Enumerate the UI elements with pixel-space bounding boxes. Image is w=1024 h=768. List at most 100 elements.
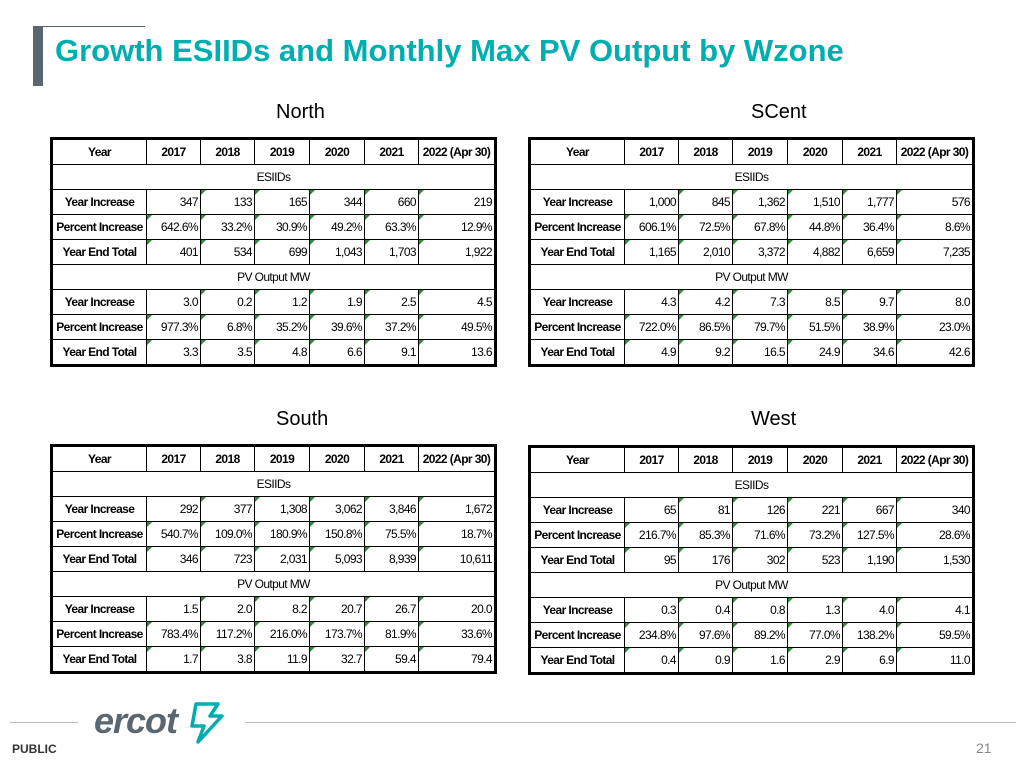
year-header: Year [530, 139, 625, 165]
data-cell: 221 [787, 497, 843, 523]
table-row: Percent Increase 540.7% 109.0% 180.9% 150.8%… [52, 521, 495, 547]
data-cell: 109.0% [200, 521, 255, 547]
zone-label-west: West [751, 408, 797, 430]
data-cell: 33.2% [200, 214, 255, 240]
table-row: Year Increase 1,000 845 1,362 1,510 1,777 576 [530, 189, 973, 215]
table-row: Year End Total 4.9 9.2 16.5 24.9 34.6 42.6 [530, 339, 973, 365]
page-number: 21 [976, 740, 992, 756]
data-cell: 344 [309, 189, 365, 215]
data-cell: 1,672 [418, 496, 495, 522]
data-cell: 138.2% [842, 622, 897, 648]
section-pv-label: PV Output MW [52, 571, 495, 597]
data-cell: 783.4% [146, 621, 201, 647]
row-label: Percent Increase [530, 214, 625, 240]
data-cell: 6,659 [842, 239, 897, 265]
data-cell: 219 [418, 189, 495, 215]
data-cell: 59.4 [364, 646, 419, 672]
data-cell: 36.4% [842, 214, 897, 240]
header-row: Year 2017 2018 2019 2020 2021 2022 (Apr 30) [530, 139, 973, 165]
data-cell: 0.9 [678, 647, 733, 673]
data-cell: 63.3% [364, 214, 419, 240]
data-cell: 72.5% [678, 214, 733, 240]
section-esiids-label: ESIIDs [52, 471, 495, 497]
data-cell: 1,000 [624, 189, 679, 215]
row-label: Year End Total [52, 339, 147, 365]
year-column-header: 2019 [732, 139, 788, 165]
data-cell: 722.0% [624, 314, 679, 340]
data-cell: 1,190 [842, 547, 897, 573]
data-cell: 1.7 [146, 646, 201, 672]
year-column-header: 2022 (Apr 30) [418, 139, 495, 165]
year-column-header: 2022 (Apr 30) [896, 447, 973, 473]
data-cell: 0.3 [624, 597, 679, 623]
zone-label-south: South [276, 408, 329, 430]
data-cell: 97.6% [678, 622, 733, 648]
data-cell: 1,510 [787, 189, 843, 215]
data-cell: 5,093 [309, 546, 365, 572]
data-cell: 1.2 [254, 289, 310, 315]
data-cell: 2.0 [200, 596, 255, 622]
data-cell: 1.6 [732, 647, 788, 673]
table-row: Year Increase 292 377 1,308 3,062 3,846 1,672 [52, 496, 495, 522]
table-row: Year End Total 95 176 302 523 1,190 1,530 [530, 547, 973, 573]
table-north: Year 2017 2018 2019 2020 2021 2022 (Apr 30) ESI… [50, 137, 497, 367]
section-row: PV Output MW [530, 572, 973, 598]
table-row: Percent Increase 783.4% 117.2% 216.0% 173.7%… [52, 621, 495, 647]
zone-label-scent: SCent [751, 101, 807, 123]
data-cell: 30.9% [254, 214, 310, 240]
year-header: Year [52, 139, 147, 165]
data-cell: 977.3% [146, 314, 201, 340]
year-column-header: 2018 [200, 139, 255, 165]
data-cell: 4.8 [254, 339, 310, 365]
data-cell: 699 [254, 239, 310, 265]
section-pv-label: PV Output MW [52, 264, 495, 290]
year-column-header: 2021 [364, 139, 419, 165]
year-column-header: 2021 [364, 446, 419, 472]
data-cell: 302 [732, 547, 788, 573]
data-cell: 49.5% [418, 314, 495, 340]
data-cell: 44.8% [787, 214, 843, 240]
section-row: ESIIDs [52, 164, 495, 190]
data-cell: 3,846 [364, 496, 419, 522]
data-cell: 39.6% [309, 314, 365, 340]
section-esiids-label: ESIIDs [530, 164, 973, 190]
year-header: Year [530, 447, 625, 473]
data-cell: 8.2 [254, 596, 310, 622]
table-row: Percent Increase 722.0% 86.5% 79.7% 51.5% 38.… [530, 314, 973, 340]
data-cell: 95 [624, 547, 679, 573]
data-cell: 9.7 [842, 289, 897, 315]
data-cell: 576 [896, 189, 973, 215]
data-cell: 1,043 [309, 239, 365, 265]
data-cell: 37.2% [364, 314, 419, 340]
table-row: Year End Total 1,165 2,010 3,372 4,882 6,659 7… [530, 239, 973, 265]
data-cell: 1.3 [787, 597, 843, 623]
data-cell: 723 [200, 546, 255, 572]
data-cell: 4.2 [678, 289, 733, 315]
data-cell: 86.5% [678, 314, 733, 340]
section-esiids-label: ESIIDs [52, 164, 495, 190]
data-cell: 165 [254, 189, 310, 215]
row-label: Year Increase [52, 596, 147, 622]
data-cell: 2,031 [254, 546, 310, 572]
data-cell: 6.8% [200, 314, 255, 340]
table-row: Percent Increase 606.1% 72.5% 67.8% 44.8% 36.… [530, 214, 973, 240]
data-cell: 642.6% [146, 214, 201, 240]
row-label: Year Increase [530, 497, 625, 523]
footer-rule-right [246, 722, 1016, 723]
data-cell: 180.9% [254, 521, 310, 547]
row-label: Year End Total [52, 546, 147, 572]
table-row: Year End Total 346 723 2,031 5,093 8,939 10,61… [52, 546, 495, 572]
data-cell: 176 [678, 547, 733, 573]
data-cell: 51.5% [787, 314, 843, 340]
ercot-logo: ercot [94, 700, 178, 741]
header-row: Year 2017 2018 2019 2020 2021 2022 (Apr 30) [52, 139, 495, 165]
row-label: Percent Increase [52, 214, 147, 240]
data-cell: 8,939 [364, 546, 419, 572]
year-column-header: 2017 [624, 447, 679, 473]
table-row: Percent Increase 977.3% 6.8% 35.2% 39.6% 37.2… [52, 314, 495, 340]
data-cell: 3.5 [200, 339, 255, 365]
data-cell: 1,777 [842, 189, 897, 215]
data-cell: 340 [896, 497, 973, 523]
section-row: ESIIDs [530, 472, 973, 498]
zone-label-north: North [276, 101, 325, 123]
